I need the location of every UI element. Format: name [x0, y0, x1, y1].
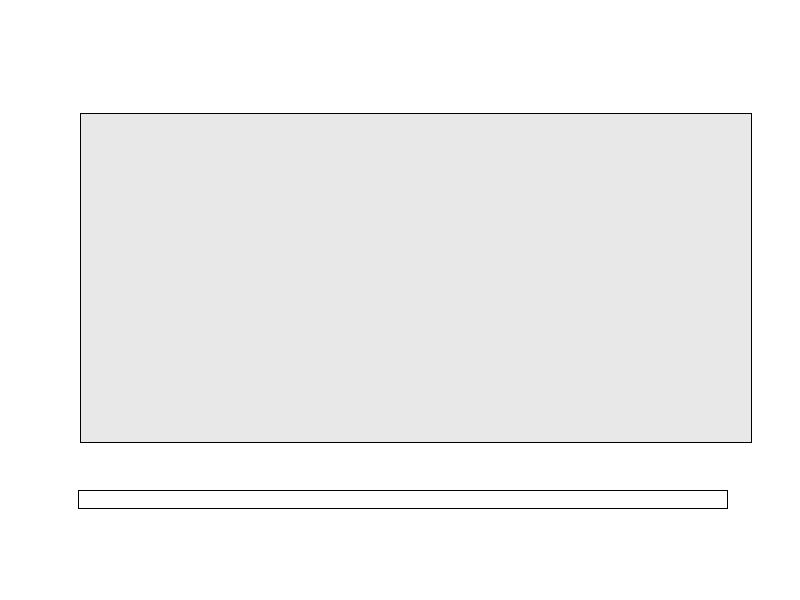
colorbar[interactable] — [78, 490, 728, 509]
map-plot-area — [80, 113, 752, 443]
ocean-current-map — [81, 114, 751, 442]
